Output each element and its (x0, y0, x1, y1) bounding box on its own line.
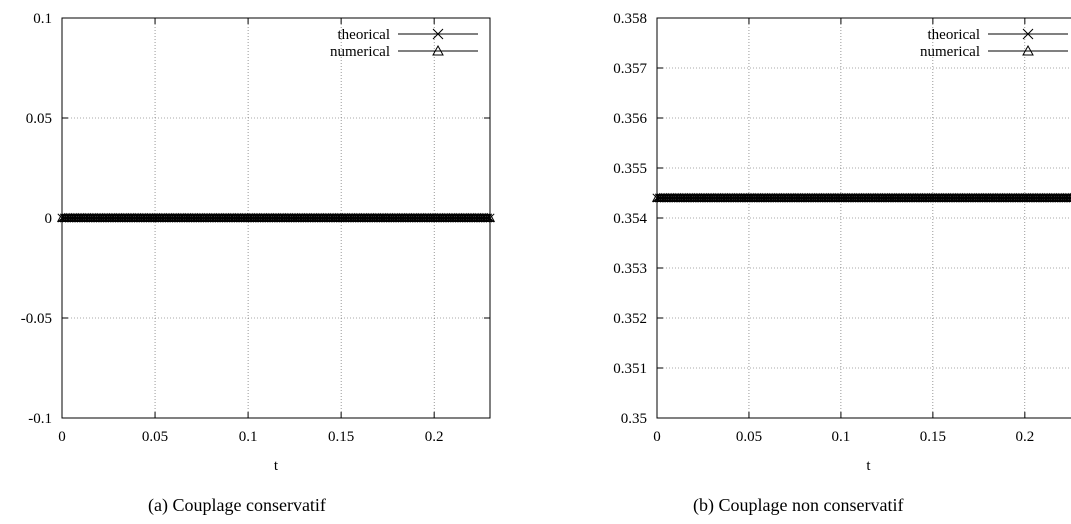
x-tick-label: 0.2 (1015, 429, 1034, 445)
x-tick-label: 0.1 (239, 429, 258, 445)
series-group (651, 192, 1071, 203)
y-tick-label: 0.35 (621, 411, 647, 427)
legend-label-theorical: theorical (928, 27, 980, 43)
y-tick-label: 0 (45, 211, 53, 227)
x-tick-label: 0.15 (328, 429, 354, 445)
chart-non-conservatif: 0 0.05 0.1 0.15 0.2 0.35 0.351 0.352 0.353 0.354 0… (613, 11, 1071, 474)
x-tick-label: 0.05 (142, 429, 168, 445)
y-tick-label: 0.357 (613, 61, 647, 77)
legend-marker-theorical (432, 28, 444, 40)
legend-marker-numerical (1022, 44, 1034, 56)
y-tick-label: 0.356 (613, 111, 647, 127)
x-tick-label: 0.1 (832, 429, 851, 445)
x-axis-label: t (274, 458, 279, 474)
x-tick-label: 0 (58, 429, 66, 445)
caption-a: (a) Couplage conservatif (148, 495, 326, 515)
legend-label-numerical: numerical (920, 44, 980, 60)
x-axis-label: t (866, 458, 871, 474)
legend-marker-numerical (432, 44, 444, 56)
legend-label-theorical: theorical (338, 27, 390, 43)
x-tick-label: 0.15 (920, 429, 946, 445)
caption-b: (b) Couplage non conservatif (693, 495, 904, 515)
y-tick-label: 0.1 (33, 11, 52, 27)
legend-marker-theorical (1022, 28, 1034, 40)
legend-label-numerical: numerical (330, 44, 390, 60)
chart-conservatif: 0 0.05 0.1 0.15 0.2 -0.1 -0.05 0 0.05 0.1 t theoric… (21, 11, 496, 474)
series-group (56, 212, 496, 223)
y-tick-label: -0.1 (28, 411, 52, 427)
data-point-numerical (484, 212, 496, 222)
y-tick-label: 0.355 (613, 161, 647, 177)
x-tick-label: 0.05 (736, 429, 762, 445)
y-tick-label: 0.353 (613, 261, 647, 277)
y-tick-label: 0.351 (613, 361, 647, 377)
y-tick-label: -0.05 (21, 311, 52, 327)
x-tick-label: 0 (653, 429, 661, 445)
y-tick-label: 0.05 (26, 111, 52, 127)
x-tick-label: 0.2 (425, 429, 444, 445)
y-tick-label: 0.358 (613, 11, 647, 27)
y-tick-label: 0.354 (613, 211, 647, 227)
y-tick-label: 0.352 (613, 311, 647, 327)
